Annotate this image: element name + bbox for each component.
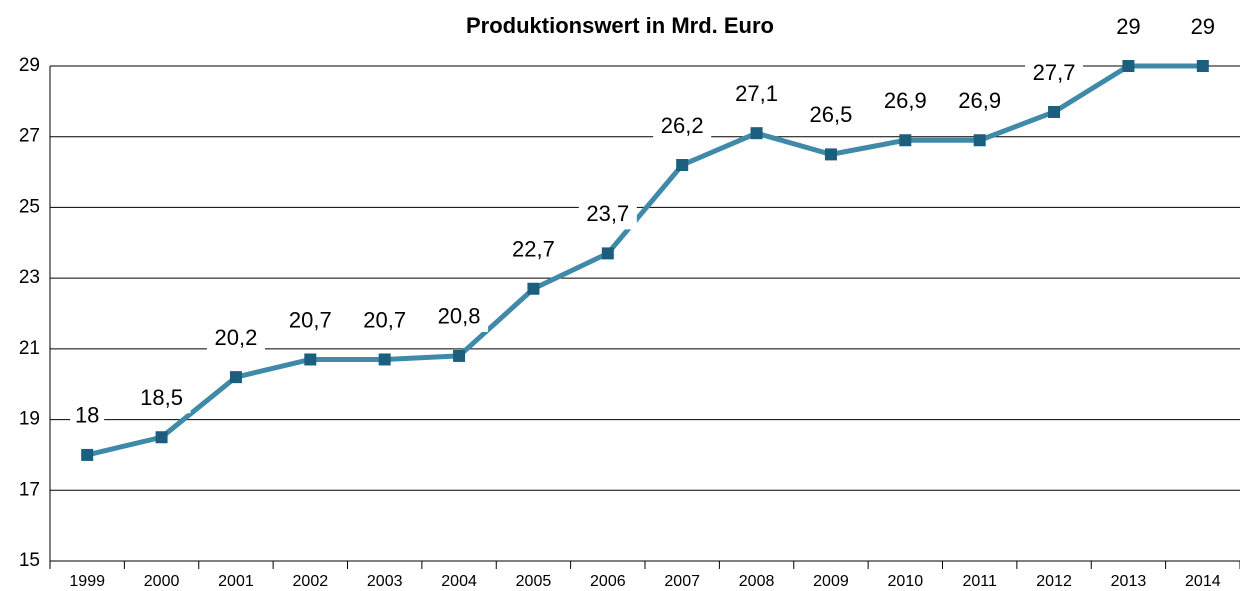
y-tick-label: 21: [19, 338, 40, 359]
data-label: 26,9: [884, 88, 927, 113]
y-tick-label: 25: [19, 196, 40, 217]
data-label-bg: [281, 307, 340, 336]
data-marker: [527, 282, 540, 295]
x-tick-label: 2013: [1111, 573, 1147, 590]
x-tick-label: 2001: [218, 573, 254, 590]
data-label: 20,8: [438, 304, 481, 329]
x-tick-label: 2006: [590, 573, 626, 590]
data-marker: [676, 159, 689, 171]
data-marker: [229, 371, 242, 384]
data-label-bg: [1025, 59, 1084, 88]
data-label: 20,7: [363, 307, 406, 332]
y-tick-label: 27: [19, 126, 40, 147]
data-label: 26,5: [810, 102, 853, 127]
y-tick-label: 23: [19, 267, 40, 288]
data-marker: [81, 448, 94, 461]
data-marker: [601, 247, 614, 260]
x-tick-label: 2003: [367, 573, 403, 590]
x-tick-label: 1999: [69, 573, 105, 590]
x-tick-label: 2010: [888, 573, 924, 590]
data-label: 20,2: [215, 325, 258, 350]
data-marker: [899, 134, 912, 147]
data-label-bg: [578, 201, 637, 230]
data-label: 27,7: [1033, 60, 1076, 85]
data-label-bg: [206, 325, 265, 354]
y-tick-label: 19: [19, 409, 40, 430]
data-label: 29: [1191, 14, 1215, 39]
data-label-bg: [132, 385, 191, 414]
x-tick-label: 2008: [739, 573, 775, 590]
y-tick-label: 29: [19, 55, 40, 76]
data-label: 29: [1116, 14, 1140, 39]
y-tick-label: 15: [19, 550, 40, 571]
data-marker: [824, 148, 837, 161]
data-marker: [750, 127, 763, 140]
data-label: 18: [75, 403, 99, 428]
data-label-bg: [876, 88, 935, 117]
x-tick-label: 2009: [813, 573, 849, 590]
data-label-bg: [801, 102, 860, 131]
data-label: 26,9: [958, 88, 1001, 113]
data-label: 23,7: [586, 201, 629, 226]
data-label-bg: [70, 402, 105, 431]
chart-title: Produktionswert in Mrd. Euro: [466, 13, 774, 38]
data-marker: [453, 349, 466, 362]
data-label: 20,7: [289, 307, 332, 332]
data-label-bg: [355, 307, 414, 336]
data-marker: [1048, 105, 1061, 118]
x-tick-label: 2000: [144, 573, 180, 590]
data-marker: [155, 431, 168, 444]
data-marker: [378, 353, 391, 366]
x-tick-label: 2012: [1036, 573, 1072, 590]
data-label: 18,5: [140, 385, 183, 410]
data-marker: [1122, 60, 1135, 72]
x-tick-label: 2005: [516, 573, 552, 590]
data-label: 26,2: [661, 113, 704, 138]
data-label-bg: [430, 303, 489, 332]
y-tick-label: 17: [19, 479, 40, 500]
x-tick-label: 2004: [441, 573, 477, 590]
x-tick-label: 2011: [962, 573, 997, 590]
data-label-bg: [950, 88, 1009, 117]
data-marker: [304, 353, 317, 366]
data-label-bg: [1111, 14, 1146, 42]
x-tick-label: 2014: [1185, 573, 1221, 590]
data-marker: [973, 134, 986, 147]
data-marker: [1196, 60, 1209, 72]
data-label-bg: [727, 81, 786, 110]
data-label-bg: [1185, 14, 1220, 42]
data-label-bg: [653, 113, 712, 141]
data-label: 27,1: [735, 81, 778, 106]
data-label: 22,7: [512, 237, 555, 262]
x-tick-label: 2007: [664, 573, 700, 590]
data-line: [86, 63, 1203, 458]
x-tick-label: 2002: [293, 573, 329, 590]
data-label-bg: [504, 236, 563, 265]
